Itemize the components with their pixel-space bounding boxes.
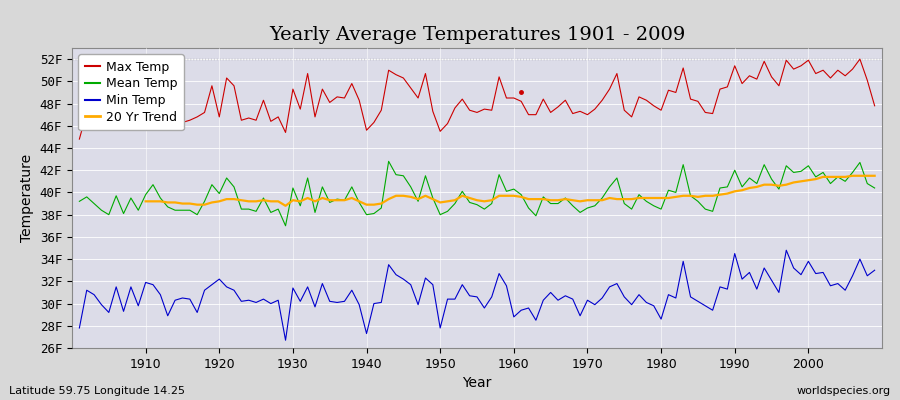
Title: Yearly Average Temperatures 1901 - 2009: Yearly Average Temperatures 1901 - 2009: [269, 26, 685, 44]
Y-axis label: Temperature: Temperature: [20, 154, 34, 242]
Legend: Max Temp, Mean Temp, Min Temp, 20 Yr Trend: Max Temp, Mean Temp, Min Temp, 20 Yr Tre…: [78, 54, 184, 130]
Text: worldspecies.org: worldspecies.org: [796, 386, 891, 396]
Text: Latitude 59.75 Longitude 14.25: Latitude 59.75 Longitude 14.25: [9, 386, 185, 396]
X-axis label: Year: Year: [463, 376, 491, 390]
